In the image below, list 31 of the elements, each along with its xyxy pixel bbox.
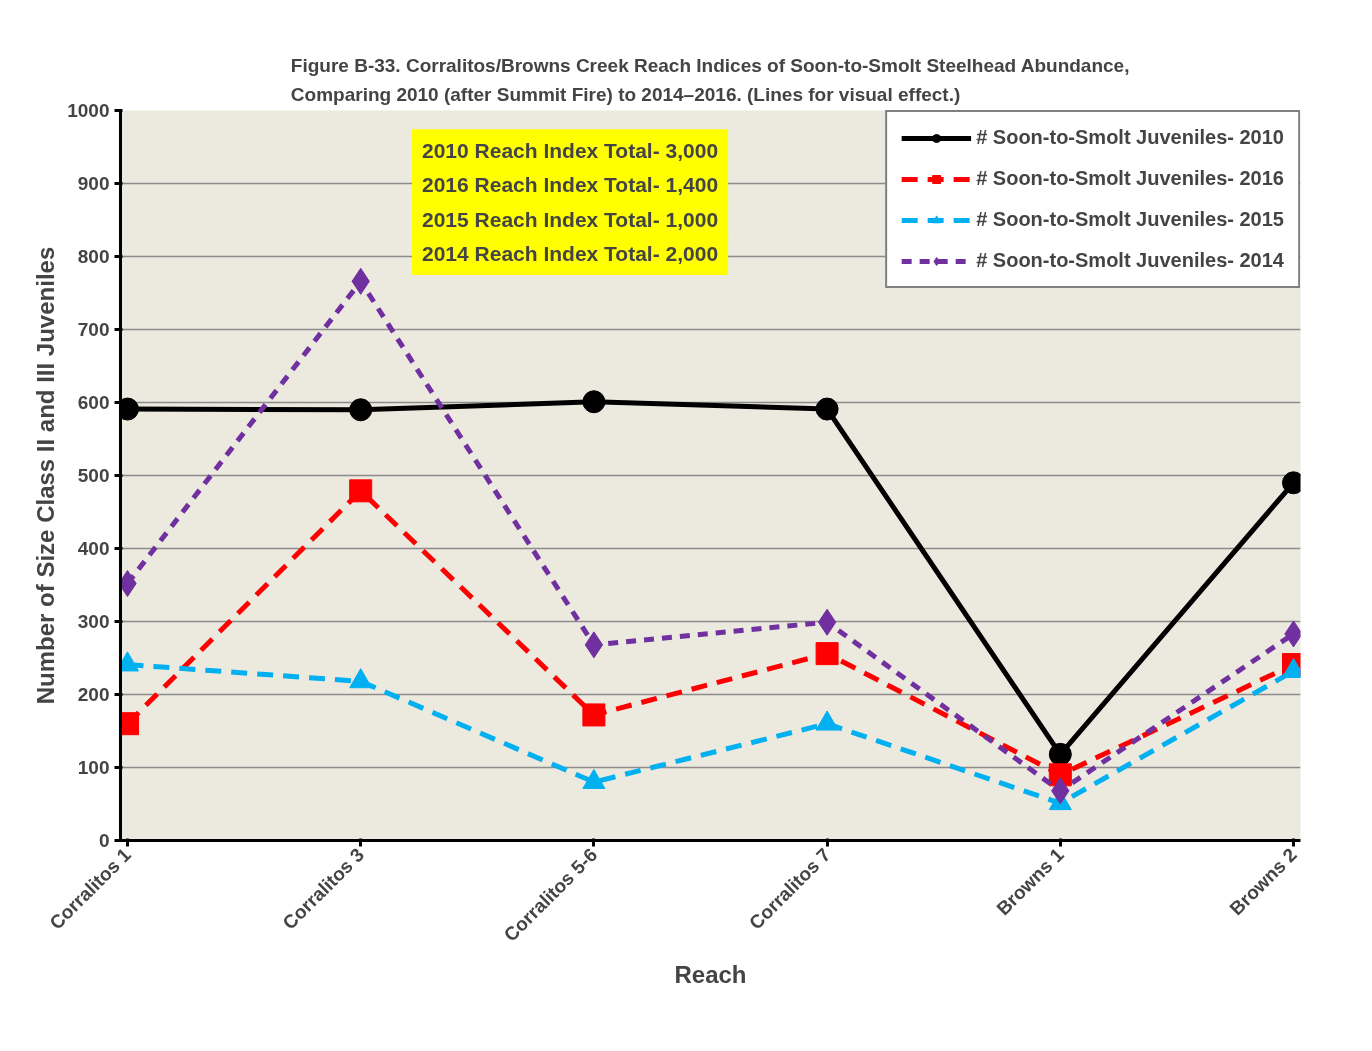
point — [815, 397, 839, 421]
legend-label: # Soon-to-Smolt Juveniles- 2016 — [976, 167, 1284, 190]
legend-label: # Soon-to-Smolt Juveniles- 2014 — [976, 249, 1284, 272]
point — [817, 608, 837, 636]
y-tick-label: 600 — [77, 392, 110, 413]
point — [582, 703, 606, 727]
y-axis-title: Number of Size Class II and III Juveniles — [32, 246, 60, 705]
y-tick-label: 1000 — [67, 100, 110, 121]
point — [582, 390, 606, 414]
y-tick-label: 900 — [77, 173, 110, 194]
y-tick-label: 400 — [77, 538, 110, 559]
x-axis-title: Reach — [674, 960, 747, 988]
legend-label: # Soon-to-Smolt Juveniles- 2010 — [976, 126, 1284, 149]
point — [349, 398, 373, 422]
y-tick-label: 800 — [77, 246, 110, 267]
annotation: 2010 Reach Index Total- 3,000 — [422, 139, 719, 163]
point — [815, 642, 839, 666]
point — [584, 631, 604, 659]
annotation: 2016 Reach Index Total- 1,400 — [422, 173, 719, 197]
point — [349, 479, 373, 503]
y-tick-label: 300 — [77, 611, 110, 632]
annotation: 2014 Reach Index Total- 2,000 — [422, 242, 719, 266]
annotation: 2015 Reach Index Total- 1,000 — [422, 207, 719, 231]
legend-label: # Soon-to-Smolt Juveniles- 2015 — [976, 208, 1284, 231]
y-tick-label: 200 — [77, 684, 110, 705]
y-tick-label: 700 — [77, 319, 110, 340]
y-tick-label: 100 — [77, 757, 110, 778]
point — [1048, 742, 1072, 766]
y-tick-label: 0 — [98, 830, 110, 851]
chart-title: Figure B-33. Corralitos/Browns Creek Reach Indices of Soon-to-Smolt Steelhead Abundance, Comparing 2010 (after Summit Fire) to 2014–2016. (Lines for visual effect.) — [290, 55, 1130, 106]
y-tick-label: 500 — [77, 465, 110, 486]
